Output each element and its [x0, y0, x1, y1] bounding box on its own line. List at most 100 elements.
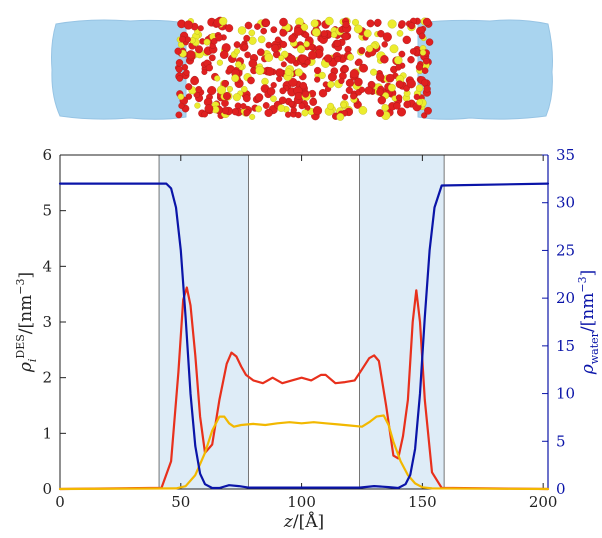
molecule-atom: [350, 92, 357, 100]
molecule-atom: [366, 45, 374, 53]
molecule-atom: [271, 44, 280, 53]
molecule-atom: [398, 20, 406, 28]
molecule-atom: [341, 93, 349, 101]
molecule-atom: [395, 94, 403, 101]
molecule-atom: [299, 81, 307, 90]
molecule-atom: [336, 113, 345, 121]
molecule-atom: [293, 27, 303, 36]
y-left-tick-label: 0: [42, 480, 52, 498]
molecule-atom: [255, 93, 264, 102]
molecule-atom: [324, 16, 334, 26]
molecule-atom: [222, 92, 231, 101]
molecule-atom: [297, 45, 306, 54]
molecule-atom: [207, 85, 217, 95]
molecule-atom: [186, 50, 196, 60]
molecule-atom: [363, 29, 372, 38]
molecule-atom: [318, 88, 328, 98]
molecule-atom: [385, 73, 395, 83]
molecule-atom: [178, 102, 185, 109]
molecule-atom: [248, 29, 256, 37]
molecule-atom: [215, 34, 223, 42]
y-left-tick-label: 2: [42, 369, 52, 387]
molecule-atom: [409, 48, 417, 55]
y-right-tick-label: 0: [556, 480, 566, 498]
molecule-atom: [279, 40, 288, 49]
molecule-atom: [244, 51, 251, 59]
molecule-atom: [425, 38, 434, 46]
molecule-atom: [265, 41, 273, 49]
molecule-atom: [231, 108, 239, 116]
molecule-atom: [219, 50, 229, 60]
molecule-atom: [275, 68, 285, 77]
molecule-atom: [397, 107, 407, 117]
molecule-atom: [183, 69, 190, 76]
molecule-atom: [280, 61, 287, 68]
molecule-atom: [274, 36, 282, 43]
molecule-atom: [359, 63, 368, 73]
molecule-atom: [402, 35, 411, 45]
molecule-atom: [285, 111, 292, 118]
molecule-atom: [262, 19, 270, 27]
molecule-atom: [233, 41, 241, 48]
molecule-atom: [244, 21, 253, 30]
molecule-atom: [288, 34, 297, 43]
molecule-atom: [270, 81, 277, 89]
molecule-atom: [338, 77, 345, 85]
molecule-atom: [377, 96, 386, 105]
molecule-atom: [381, 41, 388, 48]
molecule-atom: [197, 25, 204, 32]
molecule-atom: [387, 19, 397, 29]
molecule-atom: [288, 77, 298, 87]
molecule-atom: [327, 72, 337, 82]
molecule-atom: [221, 99, 229, 107]
molecule-atom: [201, 68, 208, 75]
molecule-atom: [231, 74, 240, 83]
svg-text:z/[Å]: z/[Å]: [283, 511, 324, 532]
molecule-atom: [415, 84, 424, 92]
molecule-atom: [190, 76, 200, 86]
x-tick-label: 100: [287, 493, 316, 511]
molecule-atom: [421, 112, 428, 119]
x-tick-label: 0: [55, 493, 65, 511]
molecule-atom: [241, 85, 248, 93]
series-water-line: [58, 182, 550, 490]
molecule-atom: [308, 50, 318, 60]
molecule-atom: [333, 39, 342, 47]
molecule-atom: [226, 85, 234, 93]
molecule-atom: [349, 69, 360, 79]
molecule-atom: [303, 40, 310, 48]
molecule-atom: [345, 78, 355, 88]
molecule-atom: [382, 32, 392, 42]
molecule-atom: [324, 54, 333, 63]
molecule-atom: [264, 108, 273, 118]
molecule-atom: [232, 93, 241, 102]
molecule-atom: [395, 80, 404, 89]
molecule-atom: [176, 75, 184, 82]
molecule-atom: [310, 19, 319, 28]
molecule-atom: [233, 48, 241, 55]
molecule-atom: [314, 66, 322, 75]
des-cluster: [174, 16, 434, 121]
molecule-atom: [413, 93, 420, 101]
molecule-atom: [354, 77, 363, 87]
molecule-atom: [342, 21, 350, 29]
molecule-atom: [255, 105, 263, 113]
molecule-atom: [353, 24, 363, 34]
molecule-atom: [260, 27, 268, 35]
svg-text:ρiDES/[nm−3]: ρiDES/[nm−3]: [14, 272, 39, 373]
y-right-tick-label: 30: [556, 194, 575, 212]
molecule-atom: [179, 35, 186, 43]
snapshot-illustration: [51, 16, 553, 121]
molecule-atom: [358, 47, 366, 55]
y-right-tick-label: 15: [556, 337, 575, 355]
molecule-atom: [298, 102, 306, 110]
molecule-atom: [334, 55, 341, 63]
molecule-atom: [216, 59, 224, 66]
molecule-atom: [175, 111, 183, 119]
molecule-atom: [243, 34, 251, 42]
molecule-atom: [278, 96, 287, 105]
molecule-atom: [205, 64, 214, 72]
molecule-atom: [240, 103, 247, 110]
molecule-atom: [375, 72, 385, 82]
